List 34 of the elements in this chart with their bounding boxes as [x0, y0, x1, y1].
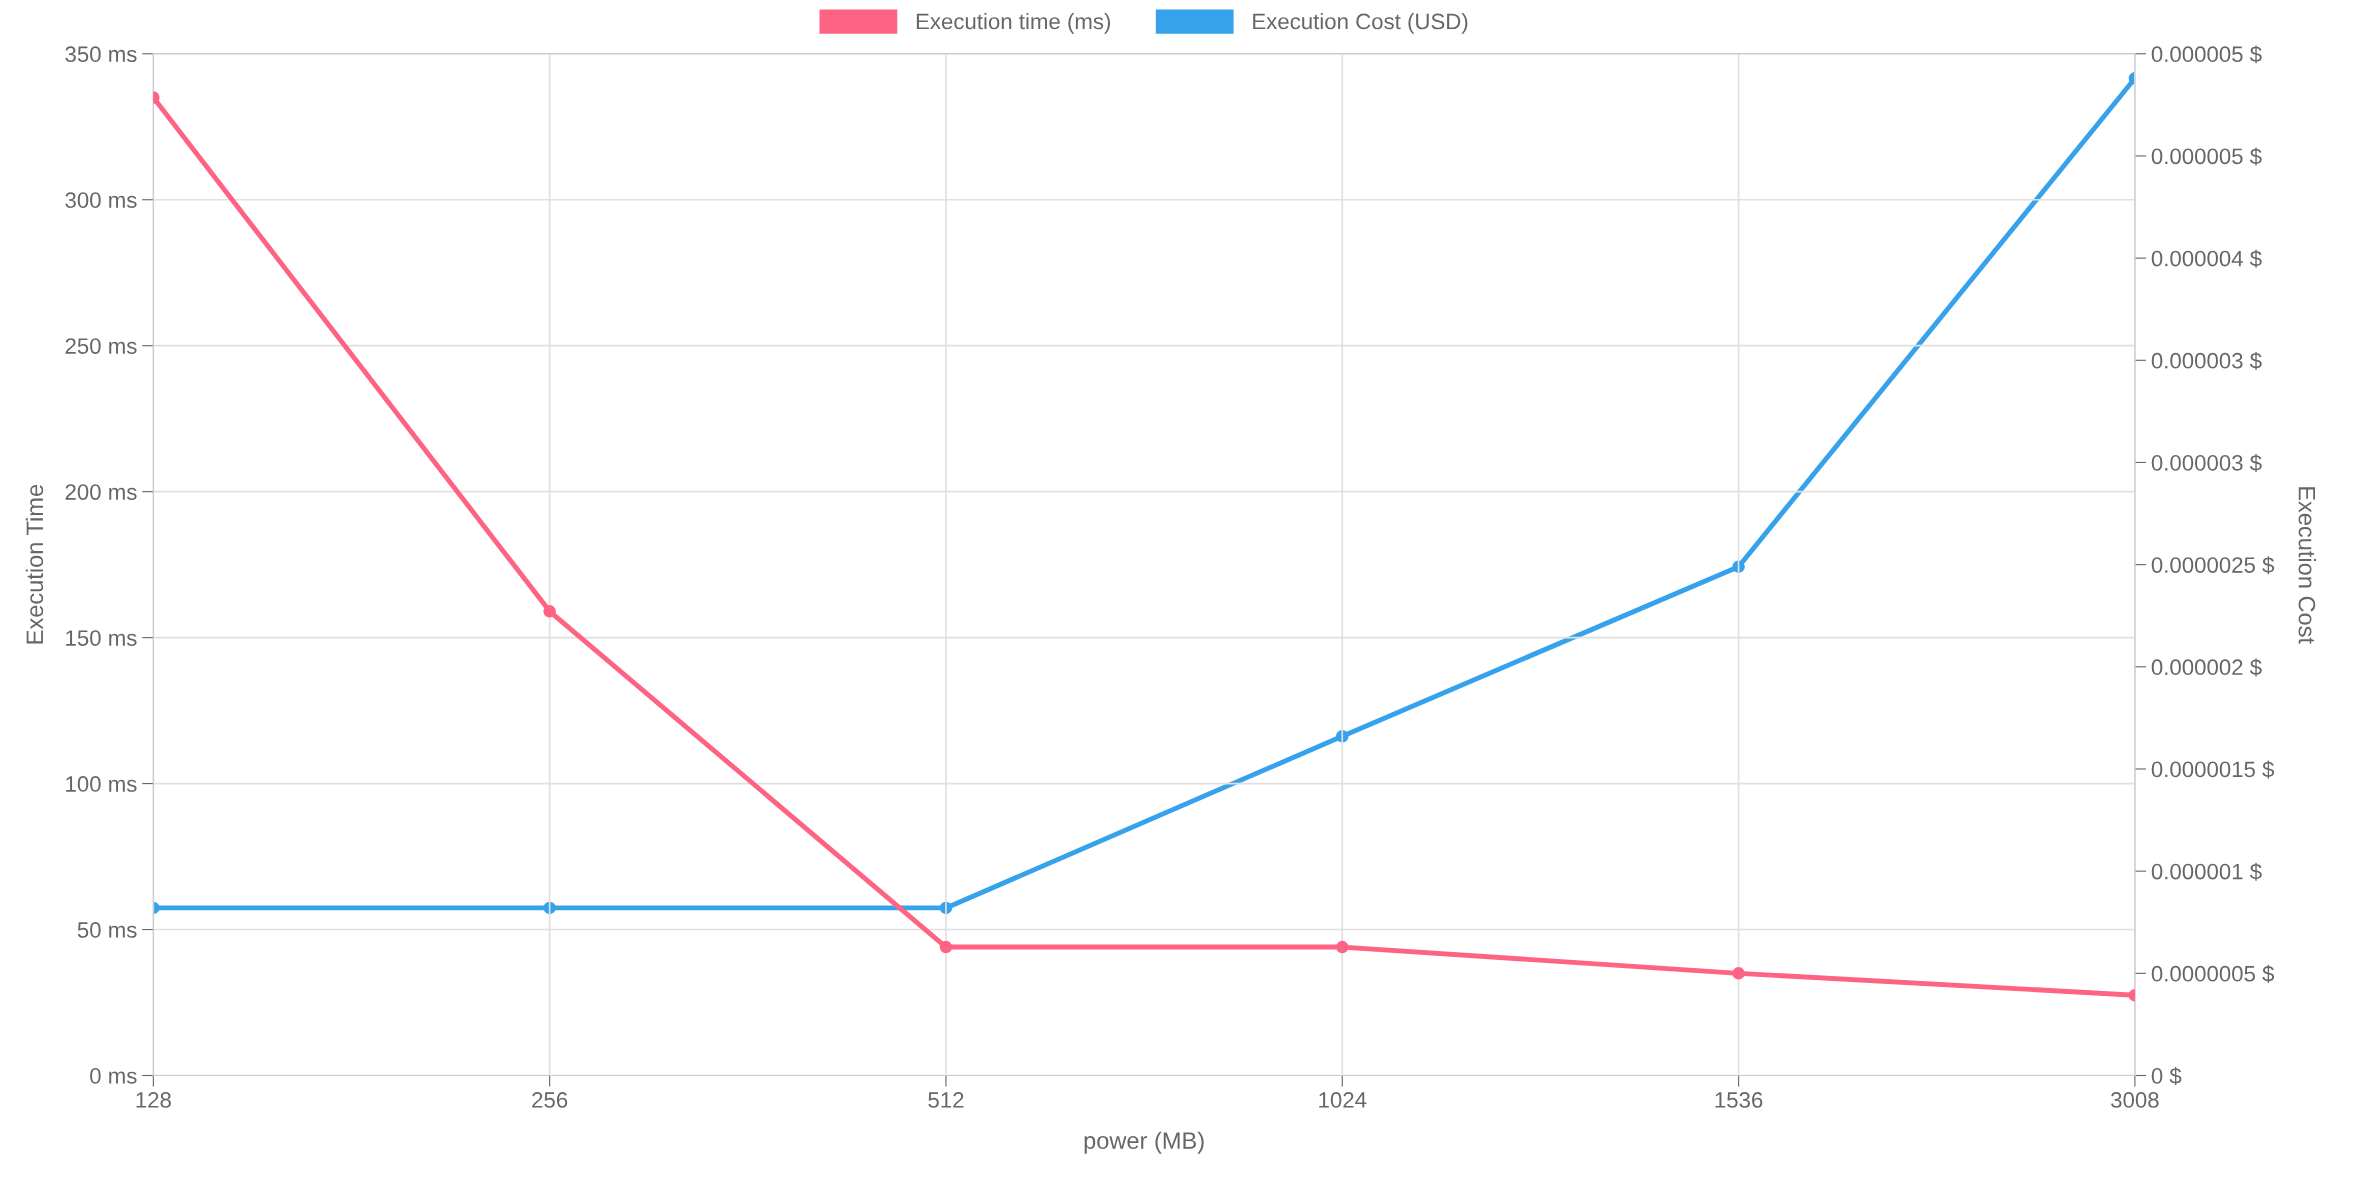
y-tick-label: 100 ms [66, 776, 137, 792]
y-tick-label: 300 ms [65, 192, 137, 209]
point [1336, 940, 1349, 954]
y2-axis-title: Execution Cost [2298, 487, 2316, 644]
y2-tick-label: 0.000001 $ [2151, 862, 2262, 881]
point [1732, 967, 1745, 980]
x-tick-label: 1024 [1319, 1092, 1367, 1108]
legend-label: Execution time (ms) [916, 13, 1111, 34]
legend-label: Execution Cost (USD) [1253, 13, 1468, 34]
x-tick-label: 3008 [2111, 1092, 2159, 1108]
y-tick-label: 200 ms [65, 484, 137, 500]
y-tick-label: 0 ms [90, 1068, 137, 1084]
y-tick-label: 250 ms [65, 338, 137, 354]
y-axis-title: Execution Time [25, 484, 44, 644]
y2-tick-label: 0.000002 $ [2151, 658, 2262, 677]
y-tick-label: 350 ms [65, 46, 137, 63]
y2-tick-label: 0.000005 $ [2151, 147, 2262, 166]
y2-tick-label: 0.0000015 $ [2151, 760, 2275, 779]
y2-tick-label: 0.000003 $ [2151, 454, 2262, 473]
y2-tick-label: 0 $ [2151, 1067, 2182, 1086]
x-axis-title: power (MB) [1084, 1131, 1204, 1154]
y2-tick-label: 0.000004 $ [2151, 249, 2262, 268]
x-tick-label: 1536 [1715, 1092, 1763, 1108]
y2-tick-label: 0.0000005 $ [2151, 964, 2275, 983]
x-tick-label: 512 [928, 1092, 964, 1108]
y-tick-label: 50 ms [77, 922, 137, 938]
y2-tick-label: 0.000003 $ [2151, 351, 2262, 370]
x-tick-label: 128 [136, 1092, 171, 1108]
x-tick-label: 256 [532, 1092, 568, 1108]
point [939, 940, 953, 954]
point [543, 605, 556, 618]
y-tick-label: 150 ms [66, 630, 137, 646]
y2-tick-label: 0.0000025 $ [2151, 556, 2275, 575]
y2-tick-label: 0.000005 $ [2151, 45, 2262, 64]
